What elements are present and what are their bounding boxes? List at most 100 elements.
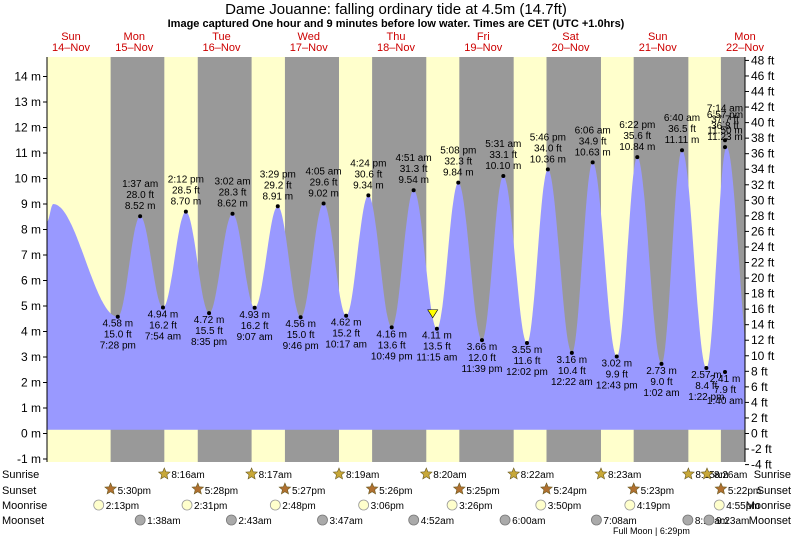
- sunset-time: 5:23pm: [641, 486, 674, 497]
- low-tide-label: 8.4 ft: [695, 381, 717, 392]
- right-tick-label: 34 ft: [751, 162, 775, 176]
- high-tide-label: 10.10 m: [485, 161, 521, 172]
- moonset-time: 1:38am: [147, 516, 180, 527]
- low-tide-label: 12:43 pm: [596, 380, 638, 391]
- left-tick-label: 9 m: [21, 197, 41, 211]
- day-date: 19–Nov: [464, 42, 502, 54]
- moonrise-time: 3:50pm: [548, 501, 581, 512]
- high-tide-label: 32.3 ft: [444, 157, 472, 168]
- low-tide-label: 10:17 am: [325, 340, 367, 351]
- moonrise-icon: [446, 499, 458, 511]
- right-tick-label: 4 ft: [751, 395, 768, 409]
- sunset-icon: [278, 482, 292, 495]
- low-tide-label: 15.2 ft: [332, 329, 360, 340]
- low-tide-dot: [344, 313, 349, 318]
- high-tide-label: 29.2 ft: [264, 180, 292, 191]
- left-tick-label: 10 m: [14, 172, 41, 186]
- high-tide-label: 11.50 m: [707, 125, 742, 136]
- right-tick-label: 28 ft: [751, 209, 775, 223]
- high-tide-label: 4:51 am: [396, 153, 432, 164]
- chart-subtitle: Image captured One hour and 9 minutes be…: [168, 18, 625, 30]
- day-date: 20–Nov: [552, 42, 590, 54]
- left-tick-label: 14 m: [14, 70, 41, 84]
- sunrise-time: 8:25am: [695, 470, 728, 481]
- low-tide-label: 9:07 am: [237, 332, 273, 343]
- sunrise-icon: [700, 467, 714, 480]
- low-tide-dot: [115, 314, 120, 319]
- low-tide-dot: [524, 340, 529, 345]
- right-tick-label: 42 ft: [751, 100, 775, 114]
- moonset-icon: [225, 514, 237, 526]
- sunset-time: 5:28pm: [205, 486, 238, 497]
- left-tick-label: 1 m: [21, 401, 41, 415]
- right-tick-label: 8 ft: [751, 364, 768, 378]
- moonset-icon: [499, 514, 511, 526]
- moonrise-icon: [624, 499, 636, 511]
- sunrise-icon: [332, 467, 346, 480]
- moonrise-icon: [181, 499, 193, 511]
- day-name: Fri: [477, 31, 490, 43]
- low-tide-label: 1:02 am: [643, 388, 679, 399]
- sunset-time: 5:25pm: [466, 486, 499, 497]
- left-tick-label: 7 m: [21, 248, 41, 262]
- moonrise-icon: [713, 499, 725, 511]
- high-tide-label: 8.70 m: [171, 197, 202, 208]
- high-tide-label: 35.6 ft: [623, 131, 651, 142]
- low-tide-label: 9.9 ft: [606, 369, 628, 380]
- low-tide-label: 10.4 ft: [558, 366, 586, 377]
- low-tide-dot: [723, 370, 727, 375]
- day-date: 14–Nov: [52, 42, 90, 54]
- low-tide-label: 4.11 m: [422, 331, 452, 342]
- right-tick-label: 14 ft: [751, 318, 775, 332]
- row-label-moonset-right: Moonset: [749, 515, 791, 527]
- high-tide-dot: [545, 167, 550, 172]
- day-date: 16–Nov: [203, 42, 241, 54]
- high-tide-label: 34.9 ft: [579, 136, 607, 147]
- low-tide-label: 13.6 ft: [378, 340, 406, 351]
- low-tide-label: 4.93 m: [239, 310, 270, 321]
- high-tide-label: 29.6 ft: [310, 177, 338, 188]
- high-tide-label: 10.84 m: [619, 142, 655, 153]
- row-label-moonrise-left: Moonrise: [2, 500, 47, 512]
- row-label-sunset-right: Sunset: [757, 485, 791, 497]
- low-tide-label: 15.0 ft: [104, 330, 132, 341]
- low-tide-label: 3.55 m: [512, 345, 543, 356]
- high-tide-label: 5:46 pm: [530, 132, 566, 143]
- high-tide-label: 8.52 m: [125, 201, 156, 212]
- right-tick-label: 32 ft: [751, 178, 775, 192]
- high-tide-label: 36.5 ft: [668, 124, 696, 135]
- high-tide-label: 28.0 ft: [126, 190, 154, 201]
- right-tick-label: 24 ft: [751, 240, 775, 254]
- day-date: 22–Nov: [726, 42, 764, 54]
- right-tick-label: 18 ft: [751, 287, 775, 301]
- high-tide-dot: [275, 204, 280, 209]
- high-tide-dot: [183, 209, 188, 214]
- sunrise-time: 8:16am: [171, 470, 204, 481]
- tide-area: [47, 147, 745, 430]
- left-tick-label: 11 m: [15, 146, 41, 160]
- day-name: Wed: [298, 31, 320, 43]
- high-tide-label: 8.91 m: [262, 191, 293, 202]
- high-tide-dot: [366, 193, 371, 198]
- day-name: Sun: [648, 31, 668, 43]
- sunrise-icon: [594, 467, 608, 480]
- sunset-time: 5:26pm: [379, 486, 412, 497]
- right-tick-label: 10 ft: [751, 349, 775, 363]
- sunset-icon: [365, 482, 379, 495]
- day-name: Mon: [734, 31, 755, 43]
- sunset-icon: [627, 482, 641, 495]
- high-tide-label: 7:14 am: [707, 103, 743, 114]
- day-name: Sat: [562, 31, 579, 43]
- sunrise-icon: [419, 467, 433, 480]
- low-tide-dot: [479, 338, 484, 343]
- right-tick-label: 44 ft: [751, 85, 775, 99]
- low-tide-dot: [434, 326, 439, 331]
- high-tide-label: 6:40 am: [664, 113, 700, 124]
- moonset-time: 3:47am: [329, 516, 362, 527]
- high-tide-label: 28.5 ft: [172, 186, 200, 197]
- left-tick-label: -1 m: [17, 452, 41, 466]
- sunrise-time: 8:20am: [433, 470, 466, 481]
- moonrise-time: 2:13pm: [106, 501, 139, 512]
- moonrise-time: 4:19pm: [637, 501, 670, 512]
- low-tide-dot: [252, 305, 257, 310]
